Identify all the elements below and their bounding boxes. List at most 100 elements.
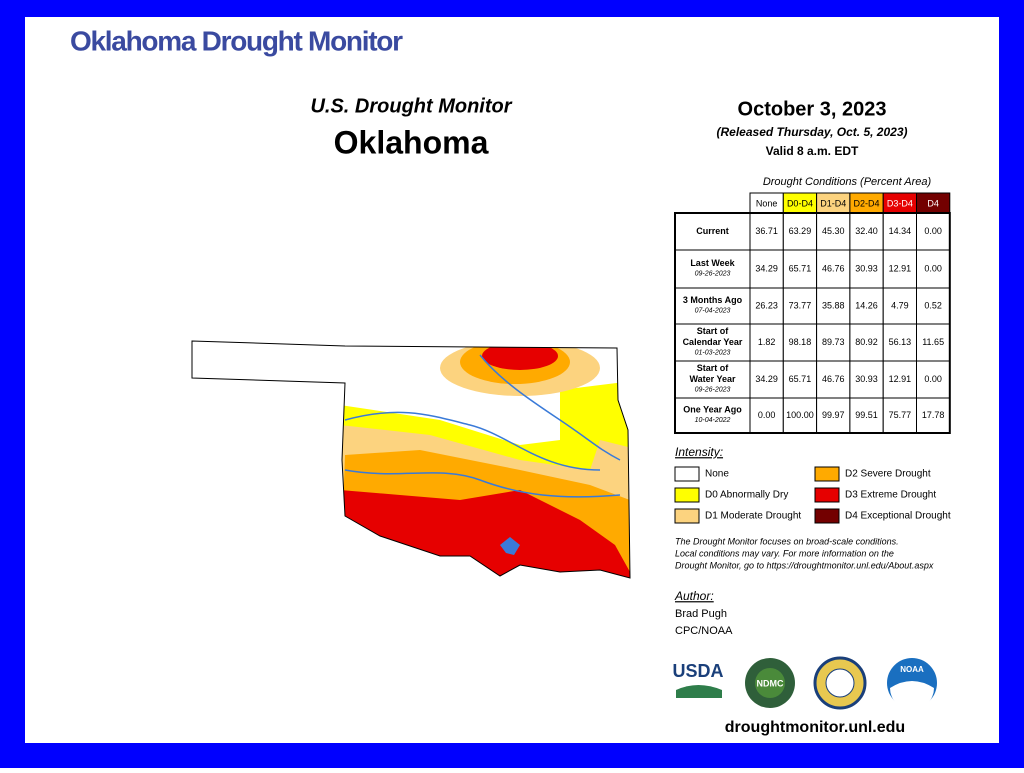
cell [882, 249, 918, 289]
note-line: Local conditions may vary. For more info… [675, 548, 894, 558]
cell-value: 56.13 [889, 337, 912, 347]
cell-value: 75.77 [889, 410, 912, 420]
row-label-cell [674, 249, 751, 289]
row-date: 10-04-2022 [695, 417, 731, 424]
legend-swatch [674, 487, 700, 503]
legend-label: D2 Severe Drought [845, 469, 931, 480]
legend-swatch [814, 508, 840, 524]
row-date: 07-04-2023 [695, 307, 731, 314]
cell [882, 212, 918, 251]
cell-value: 12.91 [889, 263, 912, 273]
author-line: Brad Pugh [675, 608, 727, 620]
row-label-cell [674, 287, 751, 325]
cell [816, 249, 851, 289]
cell-value: 32.40 [855, 226, 878, 236]
cell-value: 89.73 [822, 337, 845, 347]
logo: USDA [672, 661, 724, 698]
row-label: One Year Ago [683, 404, 742, 414]
cell-value: 65.71 [789, 374, 812, 384]
row-date: 09-26-2023 [695, 386, 731, 393]
logo-ndmc: NDMC [757, 678, 784, 688]
cell [816, 397, 851, 434]
header-label: D1-D4 [820, 198, 846, 208]
header-label: D0-D4 [787, 198, 813, 208]
row-date: 01-03-2023 [695, 349, 731, 356]
legend-swatch [674, 466, 700, 482]
cell-value: 0.00 [924, 374, 942, 384]
cell-value: 65.71 [789, 263, 812, 273]
legend-label: None [705, 469, 729, 480]
note-line: Drought Monitor, go to https://droughtmo… [675, 560, 934, 570]
valid: Valid 8 a.m. EDT [766, 144, 859, 158]
legend-label: D4 Exceptional Drought [845, 511, 951, 522]
cell [849, 249, 884, 289]
cell-value: 35.88 [822, 300, 845, 310]
row-label: Start of [697, 363, 730, 373]
row-label-cell [674, 323, 751, 362]
cell [882, 397, 918, 434]
cell-value: 1.82 [758, 337, 776, 347]
cell [916, 360, 951, 399]
logo: NOAA [887, 658, 937, 710]
header-label: D4 [927, 198, 939, 208]
logo-usda: USDA [672, 661, 723, 681]
header-label: D3-D4 [887, 198, 913, 208]
legend-swatch [674, 508, 700, 524]
row-label: Current [696, 226, 729, 236]
cell [882, 287, 918, 325]
logo [813, 656, 867, 710]
cell [916, 249, 951, 289]
cell [882, 360, 918, 399]
cell-value: 45.30 [822, 226, 845, 236]
cell-value: 0.00 [924, 226, 942, 236]
cell [816, 212, 851, 251]
cell-value: 0.00 [924, 263, 942, 273]
row-date: 09-26-2023 [695, 270, 731, 277]
cell [782, 249, 818, 289]
author-line: CPC/NOAA [675, 625, 733, 637]
cell [916, 287, 951, 325]
legend-swatch [814, 466, 840, 482]
cell-value: 12.91 [889, 374, 912, 384]
legend: Intensity: None D0 Abnormally Dry D1 Modera… [674, 445, 951, 524]
row-label-cell [674, 397, 751, 434]
cell-value: 99.51 [855, 410, 878, 420]
released: (Released Thursday, Oct. 5, 2023) [717, 125, 908, 139]
legend-label: D3 Extreme Drought [845, 490, 936, 501]
cell-value: 63.29 [789, 226, 812, 236]
date: October 3, 2023 [738, 98, 887, 120]
legend-swatch [814, 487, 840, 503]
row-label: Last Week [690, 258, 735, 268]
cell-value: 17.78 [922, 410, 945, 420]
cell-value: 36.71 [755, 226, 778, 236]
header-label: D2-D4 [854, 198, 880, 208]
cell-value: 46.76 [822, 263, 845, 273]
cell-value: 11.65 [922, 337, 944, 347]
cell-value: 100.00 [786, 410, 814, 420]
logo-noaa: NOAA [900, 665, 924, 674]
map [192, 341, 630, 578]
map-outline [191, 340, 631, 579]
cell-value: 4.79 [891, 300, 909, 310]
row-label: Start of [697, 326, 730, 336]
legend-title: Intensity: [675, 445, 723, 459]
cell-value: 30.93 [855, 374, 878, 384]
table: None D0-D4 D1-D4 D2-D4 D3-D4 D4 Current 36.71 63… [674, 192, 951, 434]
cell [849, 287, 884, 325]
cell-value: 30.93 [855, 263, 878, 273]
cell-value: 26.23 [755, 300, 778, 310]
cell [816, 287, 851, 325]
table-caption: Drought Conditions (Percent Area) [763, 176, 932, 188]
row-label: Water Year [689, 374, 736, 384]
row-label: Calendar Year [683, 337, 743, 347]
cell-value: 34.29 [755, 263, 778, 273]
page-title: Oklahoma Drought Monitor [70, 25, 403, 56]
legend-label: D0 Abnormally Dry [705, 490, 788, 501]
cell-value: 98.18 [789, 337, 812, 347]
cell [916, 212, 951, 251]
map-state: Oklahoma [334, 124, 489, 160]
cell-value: 73.77 [789, 300, 812, 310]
footer-url: droughtmonitor.unl.edu [725, 719, 905, 736]
